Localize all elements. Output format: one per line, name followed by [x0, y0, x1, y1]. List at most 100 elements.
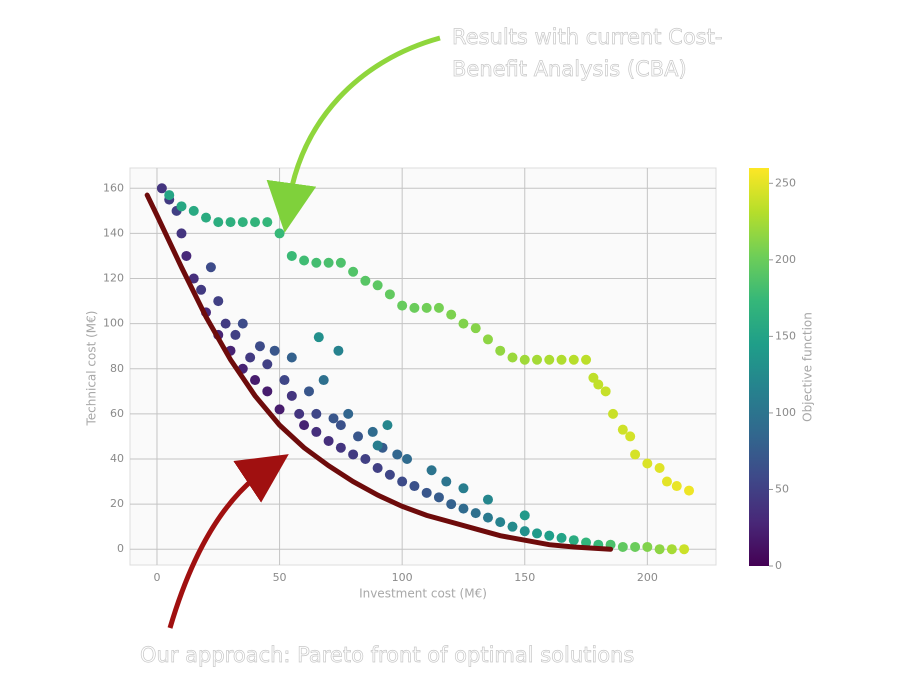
cba-point: [446, 309, 457, 320]
solution-point: [617, 541, 628, 552]
solution-point: [630, 541, 641, 552]
solution-point: [311, 408, 322, 419]
cba-point: [421, 302, 432, 313]
solution-point: [299, 420, 310, 431]
cba-point: [654, 463, 665, 474]
solution-point: [348, 449, 359, 460]
cba-point: [617, 424, 628, 435]
cba-point: [397, 300, 408, 311]
solution-point: [323, 435, 334, 446]
cba-point: [458, 318, 469, 329]
solution-point: [409, 481, 420, 492]
y-tick-label: 140: [103, 226, 124, 239]
solution-point: [433, 492, 444, 503]
solution-point: [156, 183, 167, 194]
colorbar-tick-label: 250: [775, 176, 796, 189]
cba-arrow: [266, 35, 441, 233]
solution-point: [328, 413, 339, 424]
cba-point: [176, 201, 187, 212]
colorbar-tick-label: 100: [775, 406, 796, 419]
solution-point: [470, 508, 481, 519]
solution-point: [458, 503, 469, 514]
solution-point: [679, 544, 690, 555]
cba-point: [274, 228, 285, 239]
y-axis-label: Technical cost (M€): [85, 311, 99, 427]
solution-point: [426, 465, 437, 476]
solution-point: [294, 408, 305, 419]
y-tick-label: 40: [110, 452, 124, 465]
solution-point: [254, 341, 265, 352]
solution-point: [181, 250, 192, 261]
colorbar-tick-label: 150: [775, 329, 796, 342]
solution-point: [196, 284, 207, 295]
solution-point: [519, 510, 530, 521]
solution-point: [402, 453, 413, 464]
solution-point: [372, 440, 383, 451]
solution-point: [213, 296, 224, 307]
cba-point: [311, 257, 322, 268]
pareto-front: [144, 192, 614, 552]
cba-point: [519, 354, 530, 365]
cba-point: [225, 217, 236, 228]
colorbar-label: Objective function: [801, 312, 815, 422]
solution-point: [495, 517, 506, 528]
x-tick-label: 50: [273, 571, 287, 584]
y-tick-label: 160: [103, 181, 124, 194]
cba-point: [262, 217, 273, 228]
solution-point: [458, 483, 469, 494]
solution-point: [581, 537, 592, 548]
annotation: Results with current Cost-: [452, 25, 722, 49]
solution-point: [220, 318, 231, 329]
cba-point: [600, 386, 611, 397]
cba-point: [532, 354, 543, 365]
solution-point: [482, 512, 493, 523]
annotation: Our approach: Pareto front of optimal so…: [140, 643, 634, 667]
solution-point: [313, 332, 324, 343]
cba-point: [661, 476, 672, 487]
solution-point: [250, 375, 261, 386]
solution-point: [303, 386, 314, 397]
y-tick-label: 120: [103, 272, 124, 285]
cba-point: [409, 302, 420, 313]
cba-point: [188, 205, 199, 216]
solution-point: [397, 476, 408, 487]
cba-point: [372, 280, 383, 291]
x-tick-label: 0: [153, 571, 160, 584]
solution-point: [384, 469, 395, 480]
solution-point: [666, 544, 677, 555]
cba-point: [237, 217, 248, 228]
solution-point: [286, 352, 297, 363]
cba-point: [642, 458, 653, 469]
cba-point: [470, 323, 481, 334]
annotation: Benefit Analysis (CBA): [452, 57, 687, 81]
cba-point: [482, 334, 493, 345]
y-tick-label: 60: [110, 407, 124, 420]
y-tick-label: 0: [117, 542, 124, 555]
x-axis-label: Investment cost (M€): [359, 587, 487, 601]
y-tick-label: 20: [110, 497, 124, 510]
colorbar-tick-label: 200: [775, 253, 796, 266]
solution-point: [446, 499, 457, 510]
colorbar-tick-label: 0: [775, 559, 782, 572]
plot-area: [129, 167, 717, 566]
cba-point: [544, 354, 555, 365]
solution-point: [262, 386, 273, 397]
cba-point: [323, 257, 334, 268]
cba-point: [507, 352, 518, 363]
cba-point: [201, 212, 212, 223]
y-tick-label: 80: [110, 362, 124, 375]
cba-point: [684, 485, 695, 496]
solution-point: [556, 532, 567, 543]
x-tick-label: 150: [514, 571, 535, 584]
solution-point: [205, 262, 216, 273]
solution-point: [441, 476, 452, 487]
solution-point: [279, 375, 290, 386]
solution-point: [507, 521, 518, 532]
solution-point: [421, 487, 432, 498]
solution-point: [367, 426, 378, 437]
cba-point: [433, 302, 444, 313]
solution-point: [482, 494, 493, 505]
cba-point: [164, 190, 175, 201]
solution-point: [262, 359, 273, 370]
